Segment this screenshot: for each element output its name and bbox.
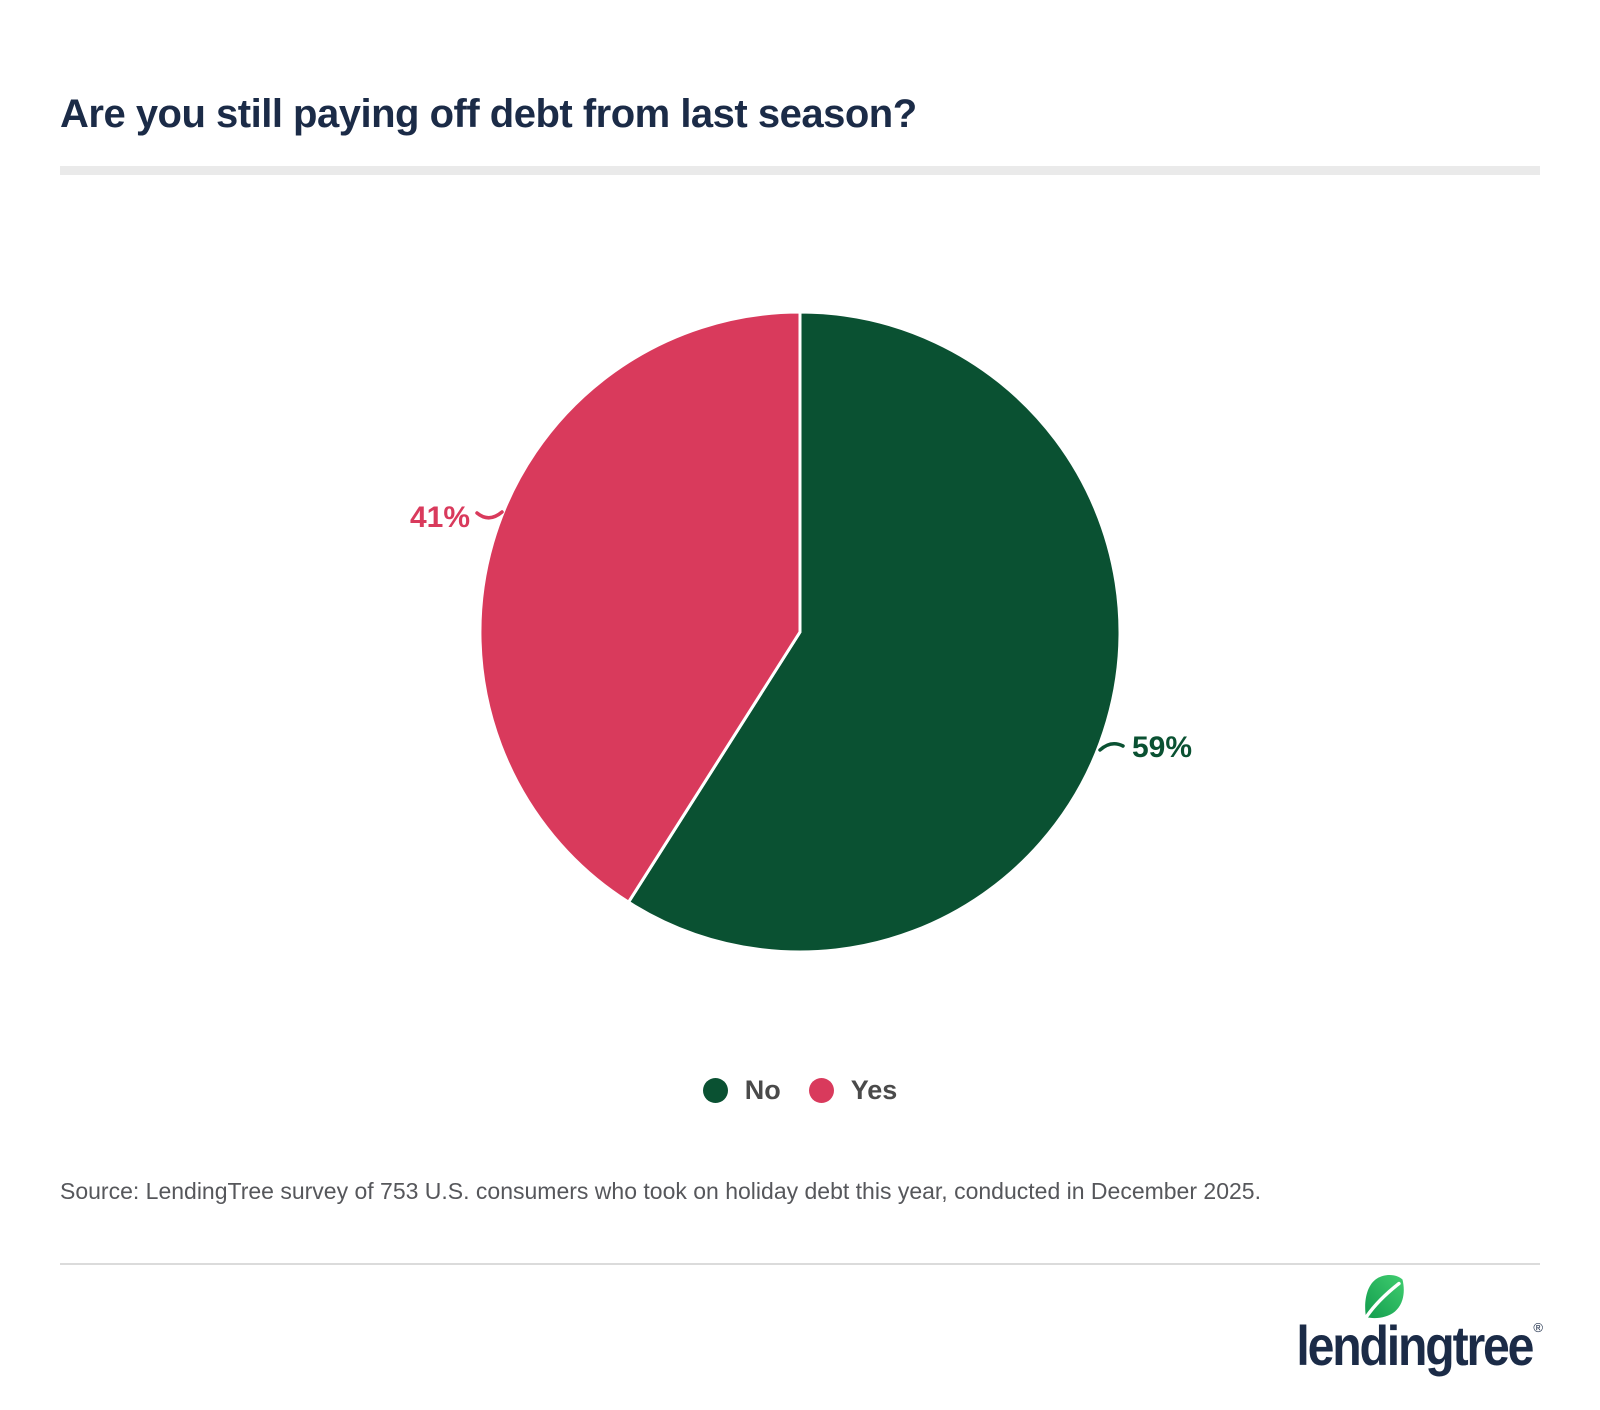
footer-divider xyxy=(60,1263,1540,1265)
callout-tick-no xyxy=(1098,742,1125,752)
legend-label-yes: Yes xyxy=(850,1075,898,1105)
legend-swatch-yes-icon xyxy=(808,1078,834,1103)
registered-trademark-symbol: ® xyxy=(1533,1320,1543,1335)
pie-label-no: 59% xyxy=(1132,731,1193,764)
source-attribution: Source: LendingTree survey of 753 U.S. c… xyxy=(60,1178,1261,1204)
pie-label-yes: 41% xyxy=(409,501,470,534)
legend-item-no: No xyxy=(702,1075,781,1105)
legend-item-yes: Yes xyxy=(808,1075,898,1105)
lendingtree-logo: lendingtree ® xyxy=(1258,1275,1543,1380)
logo-wordmark: lendingtree xyxy=(1296,1314,1534,1377)
legend-swatch-no-icon xyxy=(702,1078,728,1103)
chart-legend: No Yes xyxy=(0,1077,1600,1104)
legend-label-no: No xyxy=(744,1075,781,1105)
pie-slice-no xyxy=(627,310,1122,954)
page-title: Are you still paying off debt from last … xyxy=(60,92,917,136)
pie-slice-yes xyxy=(478,310,802,904)
callout-tick-yes xyxy=(475,510,504,520)
title-underline-bar xyxy=(60,166,1540,175)
lendingtree-leaf-icon xyxy=(1365,1275,1404,1319)
